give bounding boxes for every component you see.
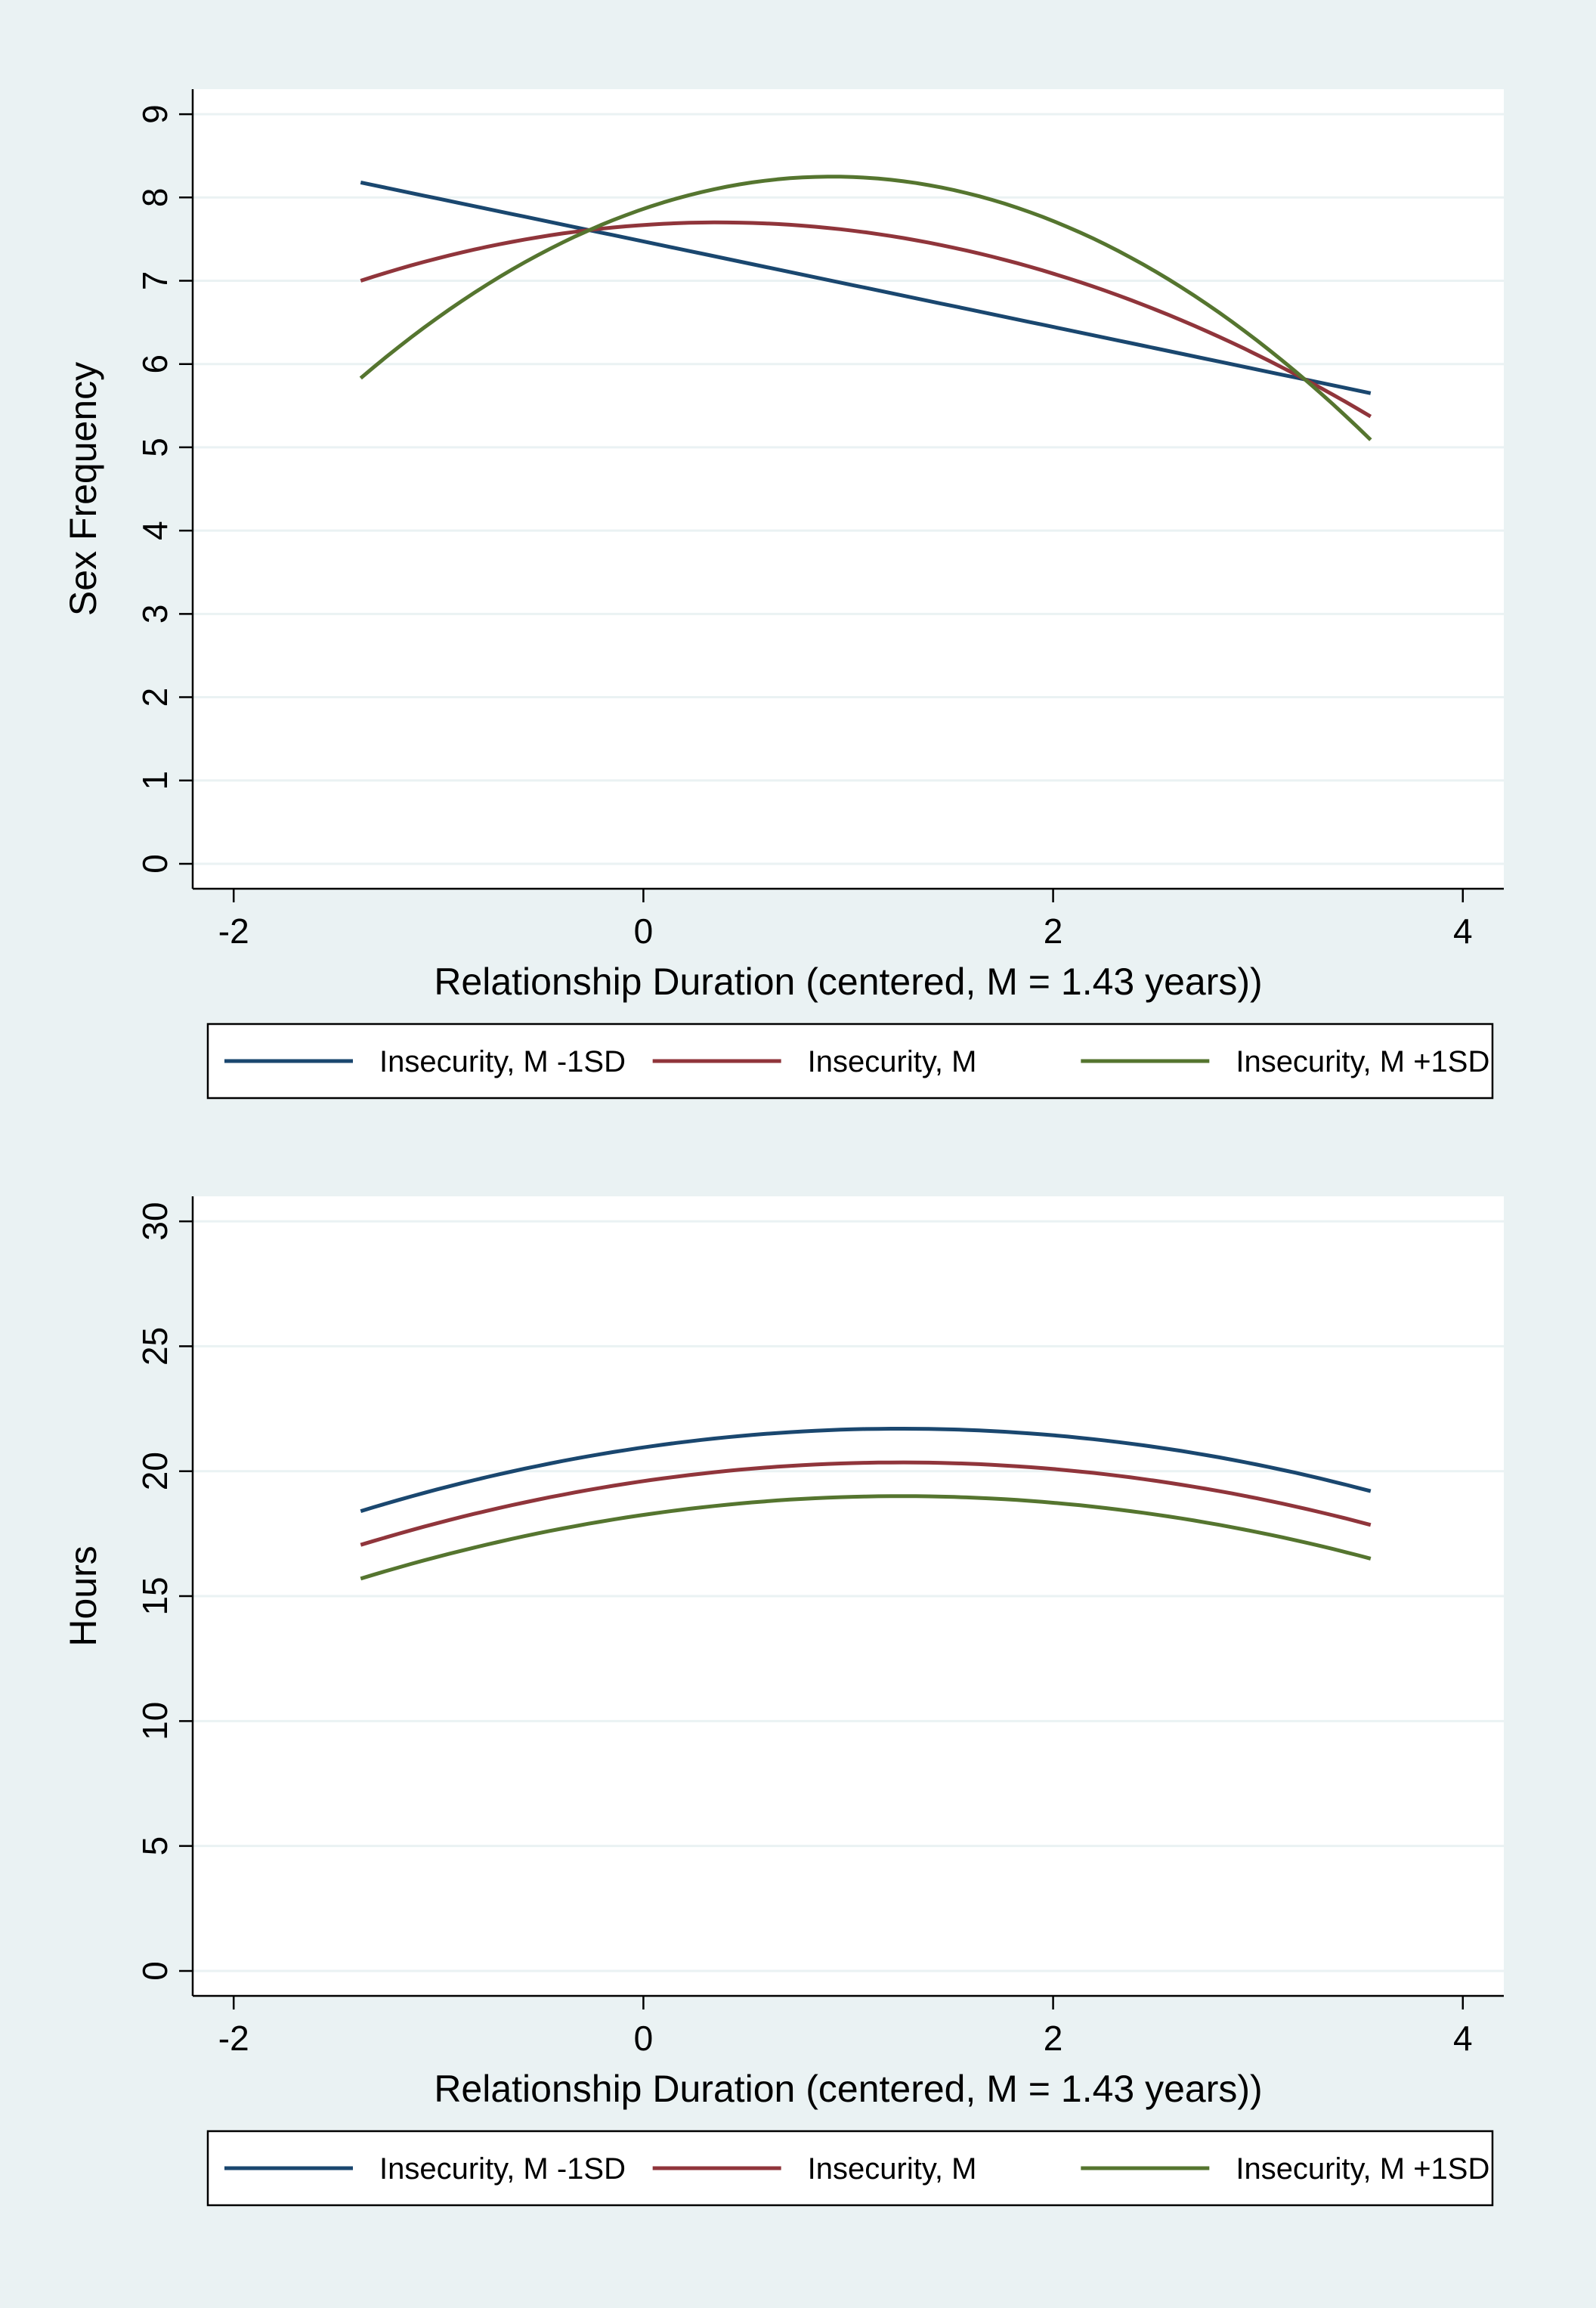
y-tick-label: 30 <box>135 1202 175 1240</box>
legend: Insecurity, M -1SD Insecurity, M Insecurit… <box>206 2130 1494 2207</box>
charts: 0 1 2 3 4 5 6 7 8 9 -2 0 2 4 Relationship Duration (ce… <box>62 89 1504 2207</box>
series-line-3 <box>359 175 1372 441</box>
y-tick-label: 7 <box>135 271 175 291</box>
y-tick-label: 3 <box>135 605 175 624</box>
x-tick-label: 2 <box>1044 911 1063 951</box>
y-tick-label: 4 <box>135 521 175 540</box>
legend-box <box>206 1023 1494 1100</box>
y-tick-label: 6 <box>135 354 175 374</box>
series-line-2 <box>360 1460 1372 1547</box>
x-tick-label: 4 <box>1453 911 1473 951</box>
y-tick-label: 2 <box>135 688 175 707</box>
x-tick-label: 0 <box>634 2019 654 2058</box>
y-tick-label: 1 <box>135 771 175 790</box>
legend: Insecurity, M -1SD Insecurity, M Insecurit… <box>206 1023 1494 1100</box>
y-tick-label: 25 <box>135 1327 175 1366</box>
legend-label-3: Insecurity, M +1SD <box>1236 1045 1489 1078</box>
y-tick-label: 5 <box>135 438 175 457</box>
legend-label-2: Insecurity, M <box>808 1045 977 1078</box>
legend-label-2: Insecurity, M <box>808 2152 977 2186</box>
y-tick-label: 15 <box>135 1576 175 1615</box>
legend-label-1: Insecurity, M -1SD <box>379 1045 626 1078</box>
x-tick-label: 4 <box>1453 2019 1473 2058</box>
y-tick-label: 8 <box>135 187 175 207</box>
x-tick-label: 2 <box>1044 2019 1063 2058</box>
y-axis-title: Hours <box>62 1545 104 1646</box>
legend-box <box>206 2130 1494 2207</box>
y-tick-label: 0 <box>135 854 175 874</box>
x-axis-title: Relationship Duration (centered, M = 1.4… <box>434 2068 1262 2110</box>
chart-panel-1: 0 1 2 3 4 5 6 7 8 9 -2 0 2 4 Relationship Duration (ce… <box>62 89 1504 1100</box>
series-line-1 <box>360 1427 1372 1513</box>
series-line-1 <box>360 180 1372 395</box>
y-tick-label: 9 <box>135 104 175 124</box>
x-axis-title: Relationship Duration (centered, M = 1.4… <box>434 961 1262 1003</box>
series-line-3 <box>360 1494 1372 1581</box>
y-tick-label: 20 <box>135 1452 175 1490</box>
y-tick-label: 5 <box>135 1836 175 1856</box>
x-tick-label: -2 <box>218 911 249 951</box>
y-axis-title: Sex Frequency <box>62 362 104 616</box>
y-tick-label: 0 <box>135 1961 175 1981</box>
x-tick-label: -2 <box>218 2019 249 2058</box>
y-tick-label: 10 <box>135 1702 175 1740</box>
series-line-2 <box>360 220 1372 419</box>
plot-area <box>193 89 1504 889</box>
legend-label-3: Insecurity, M +1SD <box>1236 2152 1489 2186</box>
chart-panel-2: 0 5 10 15 20 25 30 -2 0 2 4 Relationship Duration (… <box>62 1196 1504 2207</box>
x-tick-label: 0 <box>634 911 654 951</box>
legend-label-1: Insecurity, M -1SD <box>379 2152 626 2186</box>
